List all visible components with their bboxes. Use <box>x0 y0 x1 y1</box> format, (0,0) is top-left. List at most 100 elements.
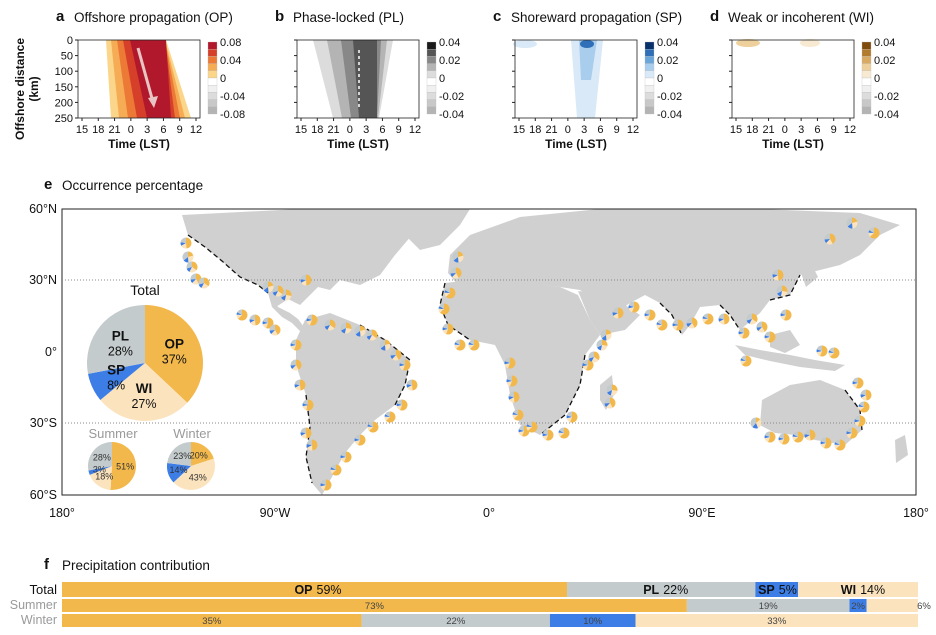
pie-slice <box>805 435 811 441</box>
coastal-pie <box>746 313 758 325</box>
colorbar-swatch <box>861 49 872 57</box>
pie-slice <box>764 431 770 437</box>
pie-slice <box>816 345 822 351</box>
pie-slice <box>399 359 405 365</box>
map-ticks: 60°N 30°N 0° 30°S 60°S 180° 90°W 0° 90°E 180° <box>29 202 929 520</box>
pie-slice <box>703 313 708 319</box>
pie-slice <box>275 324 281 335</box>
coastal-pie <box>366 329 378 341</box>
colorbar-tick-label: 0 <box>657 73 663 85</box>
pie-slice <box>506 379 512 383</box>
pie-slice <box>686 323 692 327</box>
bar-data-label: 6% <box>917 601 931 612</box>
pie-slice <box>612 384 618 392</box>
colorbar-swatch <box>644 56 655 64</box>
pie-slice <box>300 279 306 283</box>
pie-slice <box>610 390 618 396</box>
pie-slice <box>672 325 678 331</box>
pie-slice <box>644 309 650 315</box>
bar-segment-op <box>62 582 568 597</box>
pie-slice <box>306 444 312 448</box>
pie-slice <box>596 339 602 348</box>
pie-slice <box>452 273 459 279</box>
bar-data-label: 14% <box>860 583 885 597</box>
xtick-label: 6 <box>597 124 603 136</box>
colorbar-swatch <box>426 92 437 100</box>
pie-slice <box>406 379 412 385</box>
coastal-pie <box>406 379 418 391</box>
pie-slice <box>384 416 390 421</box>
bar-segment-sp <box>755 582 799 597</box>
pie-slice <box>829 347 834 353</box>
panel-d-title: Weak or incoherent (WI) <box>728 10 875 25</box>
coastal-pie <box>604 397 616 409</box>
coastal-pie <box>834 439 846 451</box>
pie-slice <box>271 330 278 336</box>
pie-slice <box>300 427 306 433</box>
pie-slice <box>263 287 269 293</box>
pie-slice <box>828 350 834 353</box>
colorbar-swatch <box>644 63 655 71</box>
coastal-pie <box>756 321 768 333</box>
pie-slice <box>692 317 698 328</box>
pie-slice <box>852 381 858 385</box>
coastal-pie <box>399 359 411 371</box>
pie-slice <box>762 321 768 332</box>
pie-slice <box>724 313 730 325</box>
pie-slice <box>756 321 762 328</box>
coastal-pie <box>600 329 612 341</box>
colorbar-tick-label: -0.02 <box>657 91 682 103</box>
pie-slice <box>778 269 784 281</box>
coastal-pie <box>438 303 450 315</box>
pie-slice <box>354 440 360 446</box>
pie-slice <box>354 438 360 442</box>
coastal-pie <box>262 281 274 293</box>
colorbar-swatch <box>207 41 218 50</box>
bar-segment-sp <box>849 599 867 612</box>
coastal-pies <box>180 217 880 491</box>
total-pie-title: Total <box>130 282 160 298</box>
coastal-pie <box>506 375 518 387</box>
pie-slice <box>792 436 798 441</box>
xaxis-label: Time (LST) <box>762 137 824 151</box>
pie-slice <box>776 285 782 294</box>
coastal-pie <box>340 451 352 463</box>
coastal-pie <box>764 331 776 343</box>
bar-category-label: Winter <box>21 613 57 627</box>
pie-slice <box>385 411 390 417</box>
bar-series-name: SP <box>758 583 775 597</box>
pie-slice <box>250 320 256 326</box>
pie-slice-value: 14% <box>169 465 187 475</box>
pie-slice <box>600 345 608 351</box>
panel-d-axes <box>731 39 855 119</box>
pie-slice <box>767 331 776 343</box>
xtick-label: 3 <box>363 124 369 136</box>
pie-slice <box>442 323 448 329</box>
coastal-pie <box>320 479 332 491</box>
pie-slice <box>558 432 564 437</box>
pie-slice-value: 28% <box>93 453 111 463</box>
bar-category-label: Total <box>30 582 58 597</box>
pie-slice <box>456 267 462 278</box>
pie-slice <box>385 343 391 351</box>
pie-slice <box>778 439 784 445</box>
pie-slice <box>504 357 510 363</box>
bar-segment-pl <box>567 582 756 597</box>
pie-slice <box>439 303 450 315</box>
coastal-pie <box>858 401 870 413</box>
pie-slice-value: 3% <box>93 465 106 475</box>
pie-slice-value: 8% <box>107 379 125 393</box>
colorbar-tick-label: -0.08 <box>220 109 245 121</box>
colorbar-swatch <box>861 85 872 93</box>
coastal-pie <box>792 431 804 443</box>
pie-slice <box>764 337 770 343</box>
coastal-pie <box>306 314 318 326</box>
pie-slice <box>458 251 464 257</box>
pie-slice <box>89 466 112 490</box>
pie-slice <box>857 415 866 427</box>
coastal-pie <box>280 289 292 301</box>
coastal-pie <box>772 269 784 281</box>
panel-b-title: Phase-locked (PL) <box>293 10 405 25</box>
coastal-pie <box>846 427 858 439</box>
pie-slice <box>606 329 612 335</box>
